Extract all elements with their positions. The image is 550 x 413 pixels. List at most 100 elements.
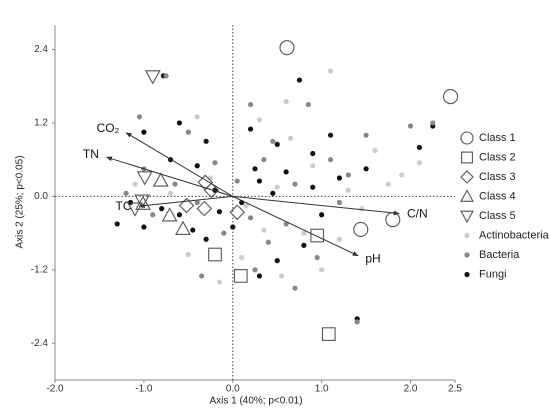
point	[314, 254, 320, 261]
point	[310, 184, 316, 190]
point	[279, 273, 285, 279]
y-tick-label: 2.4	[34, 44, 48, 55]
class-point	[229, 204, 246, 221]
legend-symbol	[460, 210, 474, 224]
point	[327, 132, 334, 138]
point	[265, 239, 271, 245]
class-point	[353, 221, 369, 237]
class-point	[233, 269, 248, 283]
point	[301, 242, 307, 248]
point	[292, 285, 298, 291]
y-axis-title: Axis 2 (25%; p<0.05)	[15, 155, 26, 248]
point	[319, 267, 325, 273]
class-point	[135, 195, 151, 210]
legend-label: Class 2	[479, 151, 516, 163]
point	[207, 175, 214, 181]
class-point	[279, 40, 295, 56]
point	[221, 230, 227, 236]
class-point	[321, 327, 336, 341]
point	[185, 129, 191, 135]
x-tick-label: -1.0	[135, 384, 153, 395]
point	[363, 132, 369, 138]
point	[132, 181, 138, 187]
point	[363, 166, 369, 172]
point	[247, 215, 254, 221]
point	[167, 190, 174, 196]
point	[283, 98, 289, 105]
point	[243, 202, 249, 209]
point	[256, 273, 263, 279]
legend-label: Class 1	[479, 132, 516, 144]
x-tick-label: 2.5	[448, 384, 462, 395]
point	[292, 181, 298, 187]
class-point	[443, 89, 459, 105]
point	[185, 251, 191, 258]
legend-label: Class 5	[479, 210, 516, 222]
vector-label: pH	[365, 251, 380, 265]
vector-label: C/N	[407, 207, 428, 221]
series-5	[132, 68, 423, 285]
point	[274, 184, 280, 190]
loading-arrow	[232, 195, 400, 216]
x-axis-title: Axis 1 (40%; p<0.01)	[209, 396, 302, 407]
class-point	[144, 70, 161, 85]
point	[256, 178, 263, 184]
point	[172, 181, 178, 187]
legend-symbol	[460, 189, 474, 202]
y-tick-label: 1.2	[34, 118, 48, 129]
x-tick-label: 0.0	[226, 384, 240, 395]
legend-symbol	[464, 271, 470, 278]
point	[345, 187, 351, 193]
point	[359, 206, 365, 212]
point	[354, 319, 360, 325]
point	[385, 181, 391, 187]
x-tick-label: -2.0	[46, 384, 64, 395]
point	[252, 267, 258, 273]
point	[230, 224, 236, 230]
vector-label: TC	[115, 199, 131, 213]
point	[327, 157, 334, 163]
point	[203, 138, 209, 144]
point	[239, 254, 245, 261]
point	[114, 221, 120, 227]
point	[159, 206, 165, 212]
vector-label: CO₂	[97, 121, 120, 135]
point	[247, 126, 254, 132]
point	[296, 77, 303, 83]
point	[163, 73, 169, 79]
point	[176, 212, 183, 218]
legend-symbol	[464, 232, 470, 239]
point	[430, 120, 436, 126]
point	[136, 114, 143, 120]
legend-label: Actinobacteria	[479, 229, 550, 241]
point	[310, 150, 316, 157]
point	[336, 236, 343, 242]
class-point	[310, 228, 325, 243]
class-point	[178, 197, 195, 214]
point	[123, 190, 129, 196]
class-point	[136, 171, 153, 186]
point	[416, 144, 423, 151]
point	[247, 101, 254, 108]
point	[216, 209, 223, 215]
legend-label: Fungi	[479, 268, 507, 280]
y-tick-label: -1.2	[31, 264, 49, 275]
x-tick-label: 2.0	[404, 384, 418, 395]
class-point	[208, 247, 222, 262]
y-tick-label: 0.0	[34, 191, 48, 202]
point	[256, 117, 263, 123]
point	[416, 160, 423, 166]
point	[319, 212, 325, 218]
point	[194, 199, 200, 206]
loading-arrow	[232, 195, 359, 257]
series-1	[208, 228, 336, 341]
point	[176, 120, 183, 126]
point	[150, 212, 156, 218]
point	[270, 190, 276, 196]
point	[274, 141, 280, 147]
legend-symbol	[461, 151, 473, 164]
series-0	[279, 40, 459, 237]
legend-label: Class 3	[479, 171, 516, 183]
point	[345, 172, 351, 178]
x-tick-label: 1.0	[315, 384, 329, 395]
